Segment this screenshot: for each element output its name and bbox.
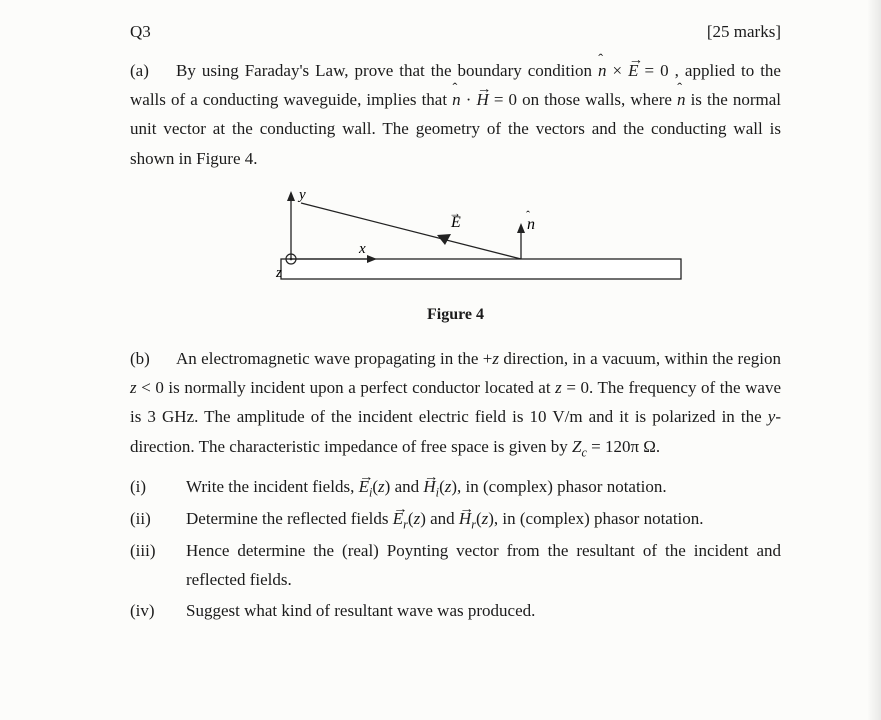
figure-4: y x z E → n ˆ [130,179,781,304]
subpart-number: (i) [130,473,186,502]
part-a-text: By using Faraday's Law, prove that the b… [130,61,781,168]
subpart-number: (ii) [130,505,186,534]
part-a-label: (a) [130,56,176,85]
part-a: (a)By using Faraday's Law, prove that th… [130,56,781,173]
z-label: z [275,265,282,281]
subpart-number: (iii) [130,537,186,566]
list-item: (ii) Determine the reflected fields E→r(… [130,505,781,535]
e-vector-line [301,203,521,259]
y-arrowhead [287,191,295,201]
z-origin-dot [289,258,292,261]
exam-page: Q3 [25 marks] (a)By using Faraday's Law,… [0,0,881,720]
n-arrowhead [517,223,525,233]
subpart-text: Hence determine the (real) Poynting vect… [186,537,781,595]
marks-label: [25 marks] [707,22,781,42]
figure-caption: Figure 4 [130,306,781,324]
part-b-label: (b) [130,344,176,373]
question-number: Q3 [130,22,151,42]
subpart-text: Suggest what kind of resultant wave was … [186,597,781,626]
subpart-text: Determine the reflected fields E→r(z) an… [186,505,781,535]
part-b-text: An electromagnetic wave propagating in t… [130,349,781,456]
e-arrowhead [437,234,451,245]
part-b: (b)An electromagnetic wave propagating i… [130,344,781,463]
wall-rect [281,259,681,279]
subpart-number: (iv) [130,597,186,626]
list-item: (i) Write the incident fields, E→i(z) an… [130,473,781,503]
list-item: (iii) Hence determine the (real) Poyntin… [130,537,781,595]
n-hat-icon: ˆ [526,208,530,222]
y-label: y [297,187,306,203]
scan-edge-shadow [867,0,881,720]
list-item: (iv) Suggest what kind of resultant wave… [130,597,781,626]
e-vector-arrow-icon: → [449,206,461,220]
subparts-list: (i) Write the incident fields, E→i(z) an… [130,473,781,626]
subpart-text: Write the incident fields, E→i(z) and H→… [186,473,781,503]
x-label: x [358,241,366,257]
figure-4-svg: y x z E → n ˆ [221,179,691,299]
question-header: Q3 [25 marks] [130,22,781,42]
